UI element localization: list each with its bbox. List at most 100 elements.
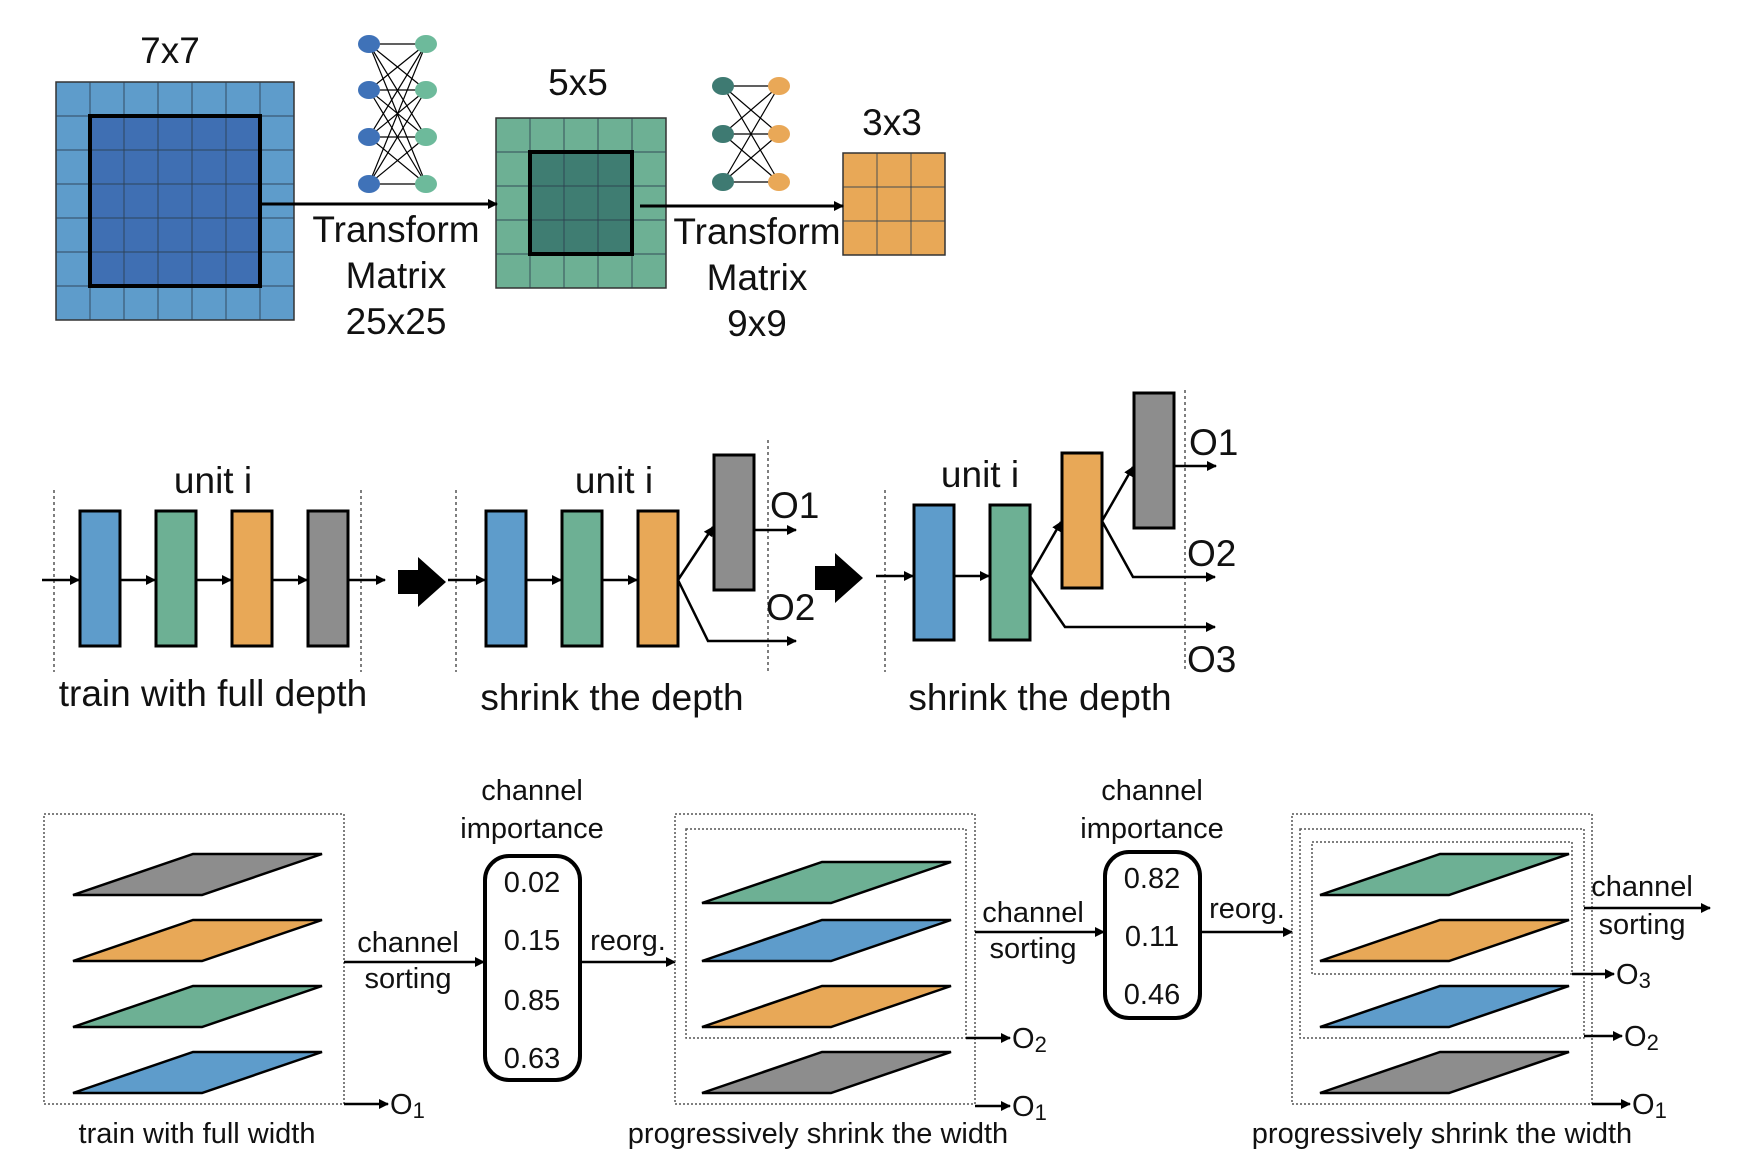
s3-branch-up xyxy=(1028,521,1063,577)
importance2-title2: importance xyxy=(1080,813,1223,845)
stage3-caption: shrink the depth xyxy=(908,677,1171,718)
w3-frame-mid xyxy=(1299,828,1585,1039)
importance2-title1: channel xyxy=(1101,775,1203,807)
transform-network-1 xyxy=(358,35,437,193)
net2-input-node xyxy=(712,173,734,191)
net1-input-node xyxy=(358,81,380,99)
transform1-line2: Matrix xyxy=(346,255,447,296)
w3-o3-label: O3 xyxy=(1616,959,1651,993)
grid5-inner-border xyxy=(528,150,634,256)
s3-block-gray xyxy=(1132,391,1176,530)
transform1-line1: Transform xyxy=(312,209,479,250)
net1-output-node xyxy=(415,128,437,146)
stage2-caption: shrink the depth xyxy=(480,677,743,718)
importance1-v1: 0.02 xyxy=(504,867,560,899)
sorting1-line2: sorting xyxy=(364,963,451,995)
s3-o1-label: O1 xyxy=(1189,422,1238,463)
importance1-v4: 0.63 xyxy=(504,1043,560,1075)
w3-sorting-line1: channel xyxy=(1591,871,1693,903)
reorg1-label: reorg. xyxy=(590,925,666,957)
grid-7x7 xyxy=(55,81,295,321)
big-arrow-2 xyxy=(815,553,863,603)
net1-output-node xyxy=(415,81,437,99)
s3-block-blue xyxy=(912,503,956,642)
w1-layer-orange xyxy=(72,918,323,963)
transform2-line3: 9x9 xyxy=(727,303,787,344)
s3-block-green xyxy=(988,503,1032,642)
kernel-panel: 7x7 5x5 3x3 Transform Matrix 25x25 Trans… xyxy=(55,30,946,344)
grid-3x3 xyxy=(842,152,946,256)
w2-layer-green xyxy=(701,860,952,905)
s3-branch-o3 xyxy=(1028,575,1216,632)
grid7-inner-fill xyxy=(90,116,260,286)
net2-edge xyxy=(722,85,780,183)
s3-branch-up2 xyxy=(1100,466,1135,522)
w1-layer-gray xyxy=(72,852,323,897)
s2-branch-up xyxy=(676,526,715,581)
importance1-v2: 0.15 xyxy=(504,925,560,957)
importance2-v3: 0.46 xyxy=(1124,979,1180,1011)
net1-edge xyxy=(368,43,427,91)
transform-network-2 xyxy=(712,77,790,191)
s2-branch-o2 xyxy=(676,579,797,646)
net2-output-node xyxy=(768,77,790,95)
net2-input-node xyxy=(712,77,734,95)
grid3-label: 3x3 xyxy=(862,102,922,143)
w2-layer-gray xyxy=(701,1050,952,1095)
stage3-unit-label: unit i xyxy=(941,454,1019,495)
s2-o1-label: O1 xyxy=(770,485,819,526)
s1-block-green xyxy=(154,509,198,648)
s3-block-orange xyxy=(1060,451,1104,590)
w3-frame-inner xyxy=(1311,841,1573,975)
s1-block-orange xyxy=(230,509,274,648)
w3-caption: progressively shrink the width xyxy=(1252,1118,1632,1150)
s3-branch-o2 xyxy=(1100,520,1216,582)
net1-edge xyxy=(368,89,427,185)
transform2-line1: Transform xyxy=(673,211,840,252)
stage1-caption: train with full depth xyxy=(59,673,368,714)
importance1-title1: channel xyxy=(481,775,583,807)
width-panel: O1 train with full width channel sorting… xyxy=(43,775,1711,1150)
importance2-box xyxy=(1103,850,1202,1020)
net1-edge xyxy=(368,43,427,185)
grid7-inner-border xyxy=(88,114,262,288)
s3-o2-label: O2 xyxy=(1187,533,1236,574)
w1-o1-label: O1 xyxy=(390,1089,425,1123)
big-arrow-1 xyxy=(398,557,446,607)
net1-edge xyxy=(368,43,427,138)
net1-input-node xyxy=(358,175,380,193)
w2-layer-orange xyxy=(701,984,952,1029)
net2-edge xyxy=(722,85,780,135)
importance1-box xyxy=(483,854,582,1082)
w3-layer-orange xyxy=(1319,918,1570,963)
net2-edge xyxy=(722,133,780,183)
w3-sorting-line2: sorting xyxy=(1598,909,1685,941)
reorg2-label: reorg. xyxy=(1209,893,1285,925)
grid7-label: 7x7 xyxy=(140,30,200,71)
net1-input-node xyxy=(358,128,380,146)
s1-block-blue xyxy=(78,509,122,648)
w1-layer-green xyxy=(72,984,323,1029)
sorting2-line2: sorting xyxy=(989,933,1076,965)
transform1-line3: 25x25 xyxy=(346,301,447,342)
importance2-v2: 0.11 xyxy=(1125,921,1179,953)
s1-block-gray xyxy=(306,509,350,648)
sorting1-line1: channel xyxy=(357,927,459,959)
w3-frame-outer xyxy=(1291,813,1593,1105)
s3-o3-label: O3 xyxy=(1187,639,1236,680)
w1-layer-blue xyxy=(72,1050,323,1095)
net1-output-node xyxy=(415,35,437,53)
w2-frame-outer xyxy=(674,813,976,1105)
importance2-v1: 0.82 xyxy=(1124,863,1180,895)
s2-o2-label: O2 xyxy=(766,587,815,628)
w3-o1-label: O1 xyxy=(1632,1089,1667,1123)
w2-o1-label: O1 xyxy=(1012,1091,1047,1125)
net1-input-node xyxy=(358,35,380,53)
grid5-inner-fill xyxy=(530,152,632,254)
grid5-label: 5x5 xyxy=(548,62,608,103)
importance1-title2: importance xyxy=(460,813,603,845)
w3-layer-gray xyxy=(1319,1050,1570,1095)
w2-caption: progressively shrink the width xyxy=(628,1118,1008,1150)
